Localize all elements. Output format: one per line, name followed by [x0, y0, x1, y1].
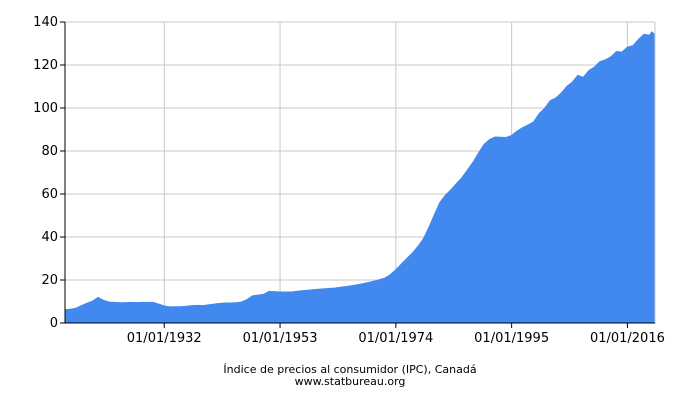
x-tick-label: 01/01/1932	[127, 331, 202, 346]
y-tick-label: 80	[41, 144, 58, 159]
y-tick-label: 20	[41, 273, 58, 288]
chart-title: Índice de precios al consumidor (IPC), C…	[223, 363, 477, 376]
y-tick-label: 100	[33, 101, 58, 116]
y-tick-label: 60	[41, 187, 58, 202]
y-tick-label: 0	[50, 316, 58, 331]
y-axis-ticks: 0 20 40 60 80 100 120 140	[33, 15, 65, 331]
x-axis-ticks: 01/01/1932 01/01/1953 01/01/1974 01/01/1995…	[127, 323, 665, 346]
x-tick-label: 01/01/1995	[474, 331, 549, 346]
y-tick-label: 120	[33, 58, 58, 73]
x-tick-label: 01/01/2016	[590, 331, 665, 346]
x-tick-label: 01/01/1974	[358, 331, 433, 346]
y-tick-label: 140	[33, 15, 58, 30]
plot-area	[64, 31, 656, 324]
axes	[64, 21, 656, 324]
chart-source: www.statbureau.org	[294, 375, 406, 388]
series-area-0	[64, 31, 656, 324]
y-tick-label: 40	[41, 230, 58, 245]
x-tick-label: 01/01/1953	[243, 331, 318, 346]
